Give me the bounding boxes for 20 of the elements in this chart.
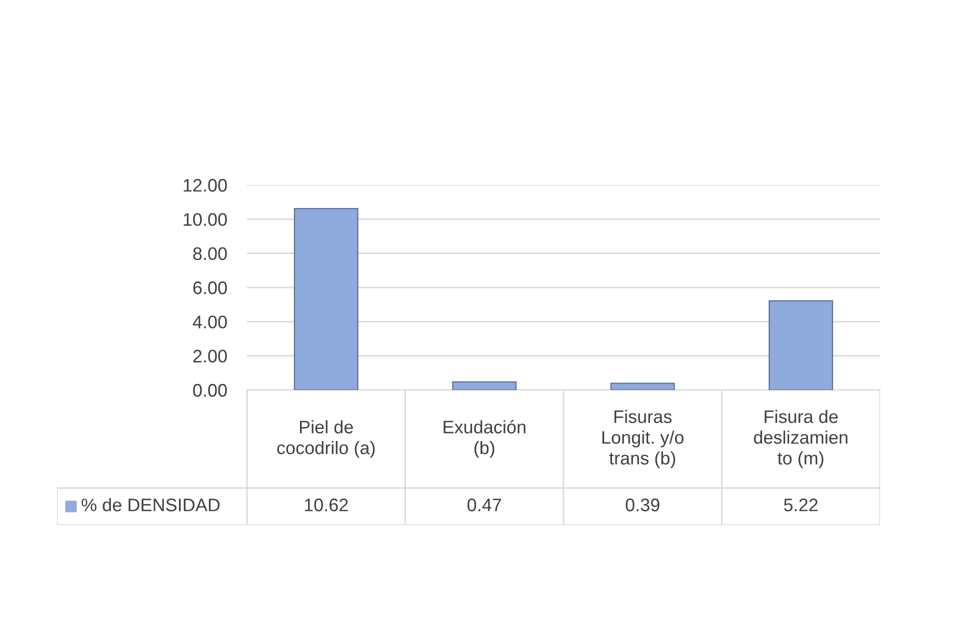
y-tick-label: 0.00 <box>193 384 227 397</box>
y-tick-label: 8.00 <box>193 247 227 260</box>
bar <box>294 208 358 390</box>
bar <box>768 300 834 390</box>
data-label: 0.39 <box>626 498 660 512</box>
x-tick-label: Fisura de deslizamien to (m) <box>754 410 848 468</box>
data-label: 5.22 <box>784 498 818 512</box>
legend-label: % de DENSIDAD <box>82 498 220 512</box>
bar <box>452 381 517 390</box>
y-tick-label: 10.00 <box>184 213 227 226</box>
x-tick-label: Exudación (b) <box>444 420 526 458</box>
bar <box>610 382 675 390</box>
y-tick-label: 4.00 <box>192 316 227 328</box>
x-tick-label: Fisuras Longit. y/o trans (b) <box>602 410 684 468</box>
x-tick-label: Piel de cocodrilo (a) <box>277 420 375 458</box>
y-tick-label: 6.00 <box>193 281 227 294</box>
data-label: 0.47 <box>468 498 502 512</box>
y-tick-label: 12.00 <box>184 178 227 192</box>
data-label: 10.62 <box>304 498 348 512</box>
y-tick-label: 2.00 <box>193 350 227 363</box>
